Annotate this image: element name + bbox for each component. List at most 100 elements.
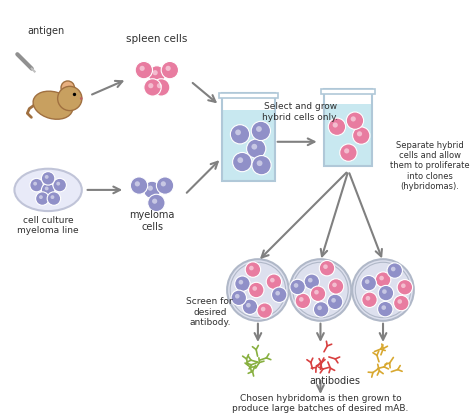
Circle shape [248, 282, 264, 298]
Circle shape [290, 279, 305, 295]
Circle shape [235, 294, 239, 298]
Circle shape [266, 274, 282, 289]
Circle shape [295, 293, 310, 308]
Circle shape [231, 290, 246, 306]
Circle shape [148, 66, 165, 83]
Circle shape [139, 66, 145, 71]
Circle shape [391, 267, 395, 271]
Circle shape [257, 303, 273, 318]
Circle shape [73, 93, 76, 96]
Circle shape [148, 83, 154, 88]
Circle shape [362, 292, 377, 308]
Text: antibodies: antibodies [310, 377, 360, 386]
Circle shape [251, 144, 257, 150]
Circle shape [233, 153, 252, 172]
Circle shape [331, 298, 336, 303]
Circle shape [130, 177, 148, 194]
Circle shape [382, 305, 386, 310]
Circle shape [227, 259, 289, 321]
Circle shape [161, 181, 166, 186]
Circle shape [152, 199, 157, 204]
Circle shape [387, 263, 402, 278]
Text: spleen cells: spleen cells [126, 34, 188, 44]
Circle shape [135, 61, 153, 79]
Circle shape [401, 283, 406, 288]
Circle shape [333, 122, 338, 127]
Circle shape [238, 280, 243, 285]
Ellipse shape [14, 169, 82, 211]
Circle shape [317, 306, 322, 310]
Circle shape [351, 116, 356, 122]
Circle shape [365, 279, 370, 284]
Circle shape [332, 283, 337, 287]
Circle shape [156, 177, 173, 194]
Text: Screen for
desired
antibody.: Screen for desired antibody. [186, 297, 233, 327]
Circle shape [304, 274, 319, 289]
Circle shape [340, 144, 357, 161]
Circle shape [299, 297, 304, 302]
Circle shape [352, 259, 414, 321]
Circle shape [237, 157, 243, 163]
Circle shape [357, 131, 362, 136]
Circle shape [56, 182, 60, 186]
Circle shape [257, 161, 263, 166]
Text: Chosen hybridoma is then grown to
produce large batches of desired mAB.: Chosen hybridoma is then grown to produc… [232, 394, 409, 413]
Circle shape [245, 262, 261, 277]
Circle shape [53, 178, 66, 192]
Circle shape [148, 186, 153, 191]
Circle shape [157, 83, 162, 88]
Circle shape [375, 272, 391, 287]
Ellipse shape [33, 91, 73, 119]
Circle shape [344, 148, 349, 153]
Circle shape [39, 195, 43, 199]
Circle shape [235, 130, 241, 135]
Circle shape [361, 275, 376, 291]
Circle shape [235, 276, 250, 291]
FancyBboxPatch shape [222, 110, 275, 181]
Circle shape [270, 278, 274, 283]
Circle shape [382, 289, 387, 294]
Circle shape [397, 280, 412, 295]
Circle shape [256, 126, 262, 132]
FancyBboxPatch shape [324, 104, 373, 166]
FancyBboxPatch shape [321, 89, 375, 94]
Circle shape [397, 299, 402, 304]
Circle shape [319, 260, 335, 276]
Circle shape [153, 79, 170, 96]
Circle shape [45, 186, 49, 190]
Circle shape [272, 287, 287, 303]
Circle shape [346, 112, 364, 129]
Circle shape [61, 81, 74, 94]
Circle shape [41, 183, 55, 196]
Circle shape [165, 66, 171, 71]
Text: Separate hybrid
cells and allow
them to proliferate
into clones
(hybridomas).: Separate hybrid cells and allow them to … [391, 140, 470, 191]
Circle shape [80, 97, 82, 100]
Circle shape [310, 286, 326, 301]
Circle shape [249, 266, 254, 270]
Circle shape [308, 278, 312, 283]
Circle shape [251, 121, 271, 140]
Text: Select and grow
hybrid cells only.: Select and grow hybrid cells only. [262, 102, 338, 122]
Circle shape [353, 127, 370, 144]
Circle shape [314, 290, 319, 295]
Circle shape [30, 178, 43, 192]
Circle shape [294, 283, 298, 288]
Circle shape [33, 182, 37, 186]
Circle shape [323, 264, 328, 269]
Circle shape [365, 296, 370, 301]
Circle shape [36, 192, 49, 205]
Circle shape [153, 70, 158, 75]
Circle shape [378, 285, 393, 301]
Circle shape [378, 301, 393, 317]
Circle shape [41, 172, 55, 185]
Circle shape [328, 118, 346, 135]
Text: antigen: antigen [27, 26, 65, 36]
Circle shape [246, 139, 266, 158]
Circle shape [261, 307, 265, 311]
Circle shape [379, 276, 384, 280]
Circle shape [275, 291, 280, 296]
Circle shape [313, 302, 329, 317]
Circle shape [161, 61, 179, 79]
Text: myeloma
cells: myeloma cells [129, 210, 175, 232]
Circle shape [328, 279, 344, 294]
